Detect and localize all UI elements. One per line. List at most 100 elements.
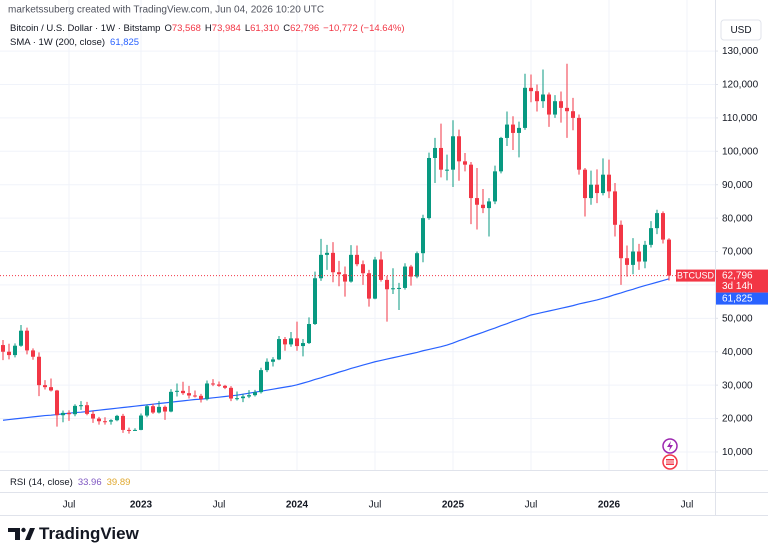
candle-body	[409, 266, 413, 277]
candle-body	[625, 258, 629, 265]
candle-body	[379, 259, 383, 280]
candle-body	[571, 111, 575, 118]
candle-body	[109, 420, 113, 422]
candle-body	[169, 391, 173, 412]
candle-body	[277, 339, 281, 360]
ohlc-value: 73,568	[172, 23, 201, 34]
candle-body	[559, 101, 563, 108]
ohlc-key: L	[245, 23, 250, 34]
ohlc-value: 73,984	[212, 23, 241, 34]
candle-body	[529, 87, 533, 92]
y-tick-label: 70,000	[722, 247, 753, 258]
y-tick-label: 80,000	[722, 213, 753, 224]
candle-body	[163, 406, 167, 412]
candle-body	[211, 383, 215, 385]
candle-body	[469, 164, 473, 199]
candle-body	[439, 147, 443, 170]
y-tick-label: 50,000	[722, 313, 753, 324]
logo-glyph	[8, 528, 20, 540]
grid-layer	[0, 0, 715, 470]
symbol-tag	[676, 269, 715, 282]
brand: TradingView	[39, 524, 140, 543]
candle-body	[343, 274, 347, 282]
x-tick-label: Jul	[369, 500, 382, 511]
indicator-legend: SMA · 1W (200, close) 61,825	[10, 37, 139, 48]
x-tick-label: 2023	[130, 500, 153, 511]
candle-body	[43, 385, 47, 388]
candle-body	[67, 412, 71, 415]
candle-body	[127, 429, 131, 431]
candle-body	[475, 198, 479, 205]
candle-body	[331, 252, 335, 273]
indicator-name: SMA · 1W (200, close)	[10, 37, 105, 48]
candle-body	[373, 259, 377, 299]
candle-body	[463, 161, 467, 165]
candle-body	[319, 254, 323, 279]
candle-body	[493, 171, 497, 202]
candle-body	[157, 406, 161, 413]
candle-body	[115, 415, 119, 421]
candle-body	[295, 338, 299, 347]
candle-body	[145, 406, 149, 416]
sma-tag	[716, 292, 768, 305]
y-tick-label: 100,000	[722, 146, 759, 157]
event-icon-glyph	[666, 459, 674, 465]
x-tick-label: Jul	[525, 500, 538, 511]
x-tick-label: 2025	[442, 500, 465, 511]
candle-body	[643, 244, 647, 262]
candle-body	[217, 384, 221, 386]
candle-body	[337, 272, 341, 275]
y-tick-label: 10,000	[722, 447, 753, 458]
candle-body	[505, 124, 509, 138]
candle-body	[133, 429, 137, 431]
event-icon-glyph	[667, 441, 673, 451]
candle-body	[205, 383, 209, 400]
candle-body	[607, 174, 611, 192]
candle-body	[421, 218, 425, 254]
x-tick-label: Jul	[681, 500, 694, 511]
candle-body	[403, 266, 407, 288]
candle-body	[313, 278, 317, 325]
currency-box[interactable]	[720, 19, 762, 41]
candle-body	[19, 330, 23, 346]
candle-body	[523, 87, 527, 128]
candle-body	[85, 405, 89, 414]
candle-body	[613, 191, 617, 225]
candle-body	[229, 387, 233, 399]
rsi-name: RSI (14, close)	[10, 477, 73, 488]
candle-body	[499, 137, 503, 172]
candle-body	[655, 213, 659, 229]
candle-body	[427, 157, 431, 219]
candle-body	[583, 169, 587, 199]
candle-body	[241, 396, 245, 399]
candle-body	[667, 239, 671, 276]
candle-body	[103, 421, 107, 423]
last-price-label: 62,796	[722, 271, 753, 282]
candle-body	[595, 184, 599, 194]
candle-body	[451, 136, 455, 170]
candle-body	[79, 405, 83, 407]
candle-body	[511, 124, 515, 133]
candle-body	[283, 339, 287, 345]
candle-body	[481, 204, 485, 209]
symbol-legend: Bitcoin / U.S. Dollar · 1W · Bitstamp O73…	[10, 23, 404, 34]
logo-glyph	[25, 528, 35, 540]
rsi-value: 33.96	[78, 477, 102, 488]
y-tick-label: 120,000	[722, 80, 759, 91]
candle-body	[553, 101, 557, 115]
candle-body	[631, 251, 635, 265]
countdown: 3d 14h	[722, 281, 753, 292]
candle-body	[661, 213, 665, 240]
candle-body	[253, 392, 257, 396]
candle-body	[385, 279, 389, 290]
candle-body	[139, 415, 143, 430]
ohlc-key: H	[205, 23, 212, 34]
candle-body	[391, 288, 395, 290]
candle-body	[49, 387, 53, 391]
candle-body	[301, 343, 305, 347]
x-tick-label: Jul	[63, 500, 76, 511]
y-tick-label: 110,000	[722, 113, 758, 124]
candle-body	[601, 174, 605, 194]
ohlc-value: 62,796	[290, 23, 319, 34]
brand-logo	[8, 527, 35, 540]
